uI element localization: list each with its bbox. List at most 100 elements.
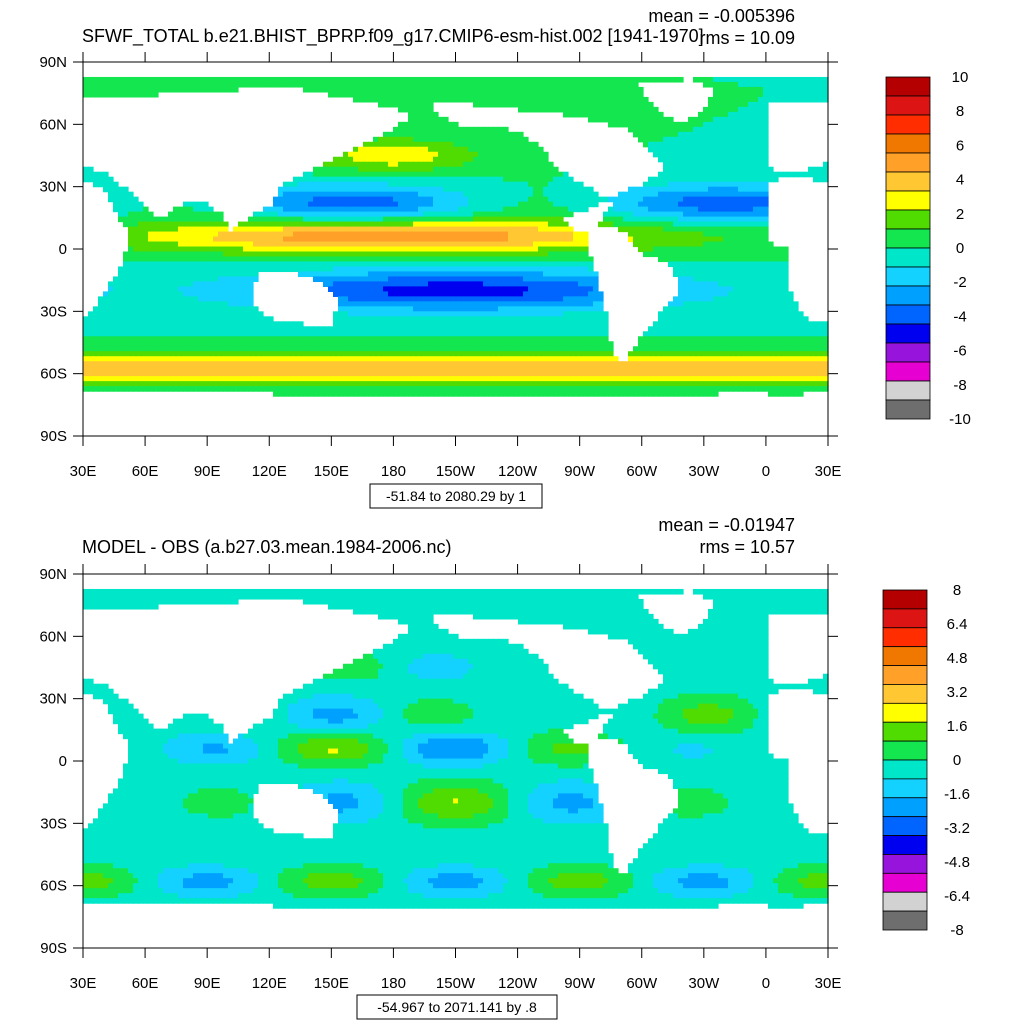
- map-cell: [593, 106, 599, 113]
- map-cell: [588, 196, 594, 203]
- map-cell: [353, 86, 359, 93]
- map-cell: [783, 291, 789, 297]
- map-cell: [173, 81, 179, 88]
- map-cell: [788, 301, 794, 307]
- map-cell: [133, 276, 139, 283]
- map-cell: [338, 256, 344, 263]
- map-cell: [688, 311, 694, 317]
- map-cell: [713, 201, 719, 208]
- map-cell: [718, 101, 724, 108]
- map-cell: [313, 266, 319, 273]
- map-cell: [578, 251, 584, 258]
- map-cell: [708, 106, 714, 113]
- map-cell: [613, 91, 619, 98]
- map-cell: [523, 251, 529, 258]
- map-cell: [463, 181, 469, 188]
- map-cell: [553, 321, 559, 327]
- map-cell: [498, 206, 504, 213]
- map-cell: [743, 121, 749, 128]
- map-cell: [498, 221, 504, 228]
- map-cell: [468, 81, 474, 88]
- map-cell: [403, 121, 409, 128]
- map-cell: [373, 156, 379, 163]
- map-cell: [383, 76, 389, 83]
- map-cell: [553, 326, 559, 332]
- map-cell: [423, 151, 429, 158]
- map-cell: [333, 176, 339, 183]
- map-cell: [328, 281, 334, 287]
- map-cell: [388, 131, 394, 138]
- map-cell: [203, 216, 209, 223]
- map-cell: [368, 151, 374, 158]
- map-cell: [483, 141, 489, 148]
- map-cell: [198, 81, 204, 88]
- map-cell: [583, 101, 589, 108]
- map-cell: [243, 81, 249, 88]
- map-cell: [433, 151, 439, 158]
- map-cell: [438, 131, 444, 138]
- map-cell: [733, 316, 739, 322]
- map-cell: [403, 206, 409, 213]
- map-cell: [258, 231, 264, 238]
- map-cell: [213, 221, 219, 228]
- map-cell: [483, 276, 489, 283]
- map-cell: [413, 186, 419, 193]
- map-cell: [403, 176, 409, 183]
- map-cell: [798, 326, 804, 332]
- map-cell: [373, 136, 379, 143]
- map-cell: [443, 176, 449, 183]
- map-cell: [258, 246, 264, 253]
- map-cell: [493, 246, 499, 253]
- map-cell: [748, 191, 754, 198]
- map-cell: [538, 146, 544, 153]
- map-cell: [708, 146, 714, 153]
- map-cell: [353, 206, 359, 213]
- map-cell: [508, 151, 514, 158]
- map-cell: [723, 241, 729, 248]
- map-cell: [573, 201, 579, 208]
- map-cell: [518, 286, 524, 292]
- map-cell: [438, 251, 444, 258]
- map-cell: [163, 231, 169, 238]
- map-cell: [628, 216, 634, 223]
- map-cell: [153, 306, 159, 312]
- map-cell: [568, 236, 574, 243]
- map-cell: [433, 301, 439, 307]
- map-cell: [603, 81, 609, 88]
- map-cell: [583, 106, 589, 113]
- map-cell: [103, 311, 109, 317]
- map-cell: [488, 226, 494, 233]
- map-cell: [418, 141, 424, 148]
- map-cell: [768, 316, 774, 322]
- map-cell: [268, 256, 274, 263]
- map-cell: [223, 236, 229, 243]
- map-cell: [248, 281, 254, 287]
- map-cell: [143, 266, 149, 273]
- map-cell: [538, 311, 544, 317]
- map-cell: [233, 281, 239, 287]
- map-cell: [368, 186, 374, 193]
- map-cell: [558, 326, 564, 332]
- map-cell: [493, 151, 499, 158]
- map-cell: [373, 96, 379, 103]
- map-cell: [128, 326, 134, 332]
- map-cell: [343, 306, 349, 312]
- map-cell: [263, 321, 269, 327]
- map-cell: [698, 226, 704, 233]
- map-cell: [578, 91, 584, 98]
- map-cell: [278, 266, 284, 273]
- map-cell: [288, 186, 294, 193]
- map-cell: [273, 251, 279, 258]
- map-cell: [118, 86, 124, 93]
- map-cell: [688, 291, 694, 297]
- map-cell: [518, 251, 524, 258]
- map-cell: [383, 271, 389, 278]
- map-cell: [698, 231, 704, 238]
- map-cell: [478, 296, 484, 302]
- map-cell: [473, 291, 479, 297]
- map-cell: [388, 226, 394, 233]
- map-cell: [368, 166, 374, 173]
- map-cell: [738, 126, 744, 133]
- map-cell: [163, 216, 169, 223]
- map-cell: [138, 76, 144, 83]
